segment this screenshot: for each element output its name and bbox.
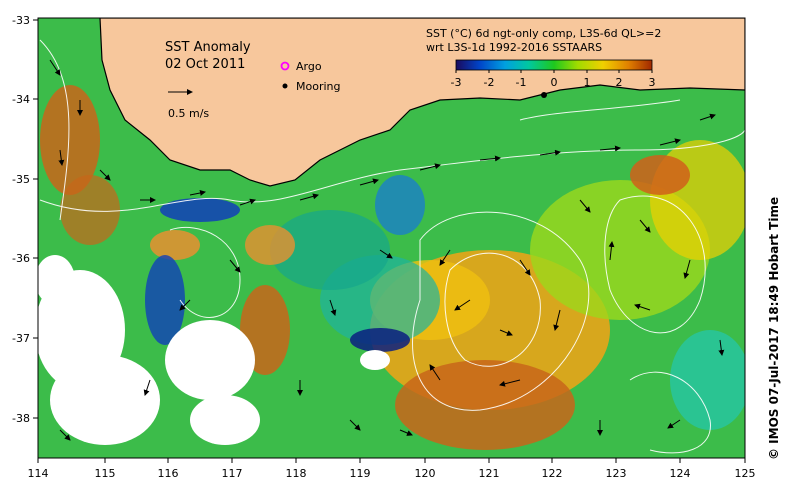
y-tick-label: -38: [12, 412, 30, 425]
colorbar-tick-label: 3: [649, 76, 656, 89]
y-tick-label: -34: [12, 93, 30, 106]
x-axis-ticks: [37, 458, 746, 463]
colorbar-tick-label: -3: [451, 76, 462, 89]
x-tick-label: 118: [286, 467, 307, 480]
map-title: SST Anomaly: [165, 40, 251, 55]
y-tick-label: -35: [12, 173, 30, 186]
argo-legend-symbol: [280, 61, 290, 71]
y-tick-label: -36: [12, 252, 30, 265]
colorbar-title-line2: wrt L3S-1d 1992-2016 SSTAARS: [426, 41, 602, 54]
contour-lines: [39, 39, 745, 454]
x-tick-label: 124: [670, 467, 691, 480]
x-tick-label: 121: [479, 467, 500, 480]
colorbar-tick-label: 2: [616, 76, 623, 89]
colorbar-tick-label: -1: [516, 76, 527, 89]
imos-credit-label: © IMOS 07-Jul-2017 18:49 Hobart Time: [767, 196, 781, 460]
colorbar-ticks: [455, 70, 653, 73]
x-tick-label: 120: [415, 467, 436, 480]
x-tick-label: 119: [350, 467, 371, 480]
missing-data-patches: [38, 255, 390, 445]
colorbar-tick-label: 1: [584, 76, 591, 89]
y-tick-label: -33: [12, 14, 30, 27]
colorbar: [455, 59, 653, 71]
plot-frame: [37, 17, 746, 459]
current-vectors: [49, 59, 725, 441]
colorbar-tick-label: -2: [484, 76, 495, 89]
colorbar-title-line1: SST (°C) 6d ngt-only comp, L3S-6d QL>=2: [426, 27, 661, 40]
x-tick-label: 116: [158, 467, 179, 480]
mooring-legend-symbol: [282, 83, 288, 89]
x-tick-label: 122: [542, 467, 563, 480]
argo-legend-label: Argo: [296, 60, 322, 73]
x-tick-label: 114: [28, 467, 49, 480]
map-date: 02 Oct 2011: [165, 57, 245, 72]
x-tick-label: 117: [222, 467, 243, 480]
x-tick-label: 123: [606, 467, 627, 480]
x-tick-label: 125: [735, 467, 756, 480]
x-tick-label: 115: [95, 467, 116, 480]
colorbar-tick-label: 0: [551, 76, 558, 89]
sst-anomaly-patches: [40, 60, 745, 450]
mooring-legend-label: Mooring: [296, 80, 340, 93]
y-tick-label: -37: [12, 332, 30, 345]
scale-label: 0.5 m/s: [168, 107, 209, 120]
y-axis-ticks: [33, 19, 38, 419]
mooring-site-marker: [541, 92, 547, 98]
